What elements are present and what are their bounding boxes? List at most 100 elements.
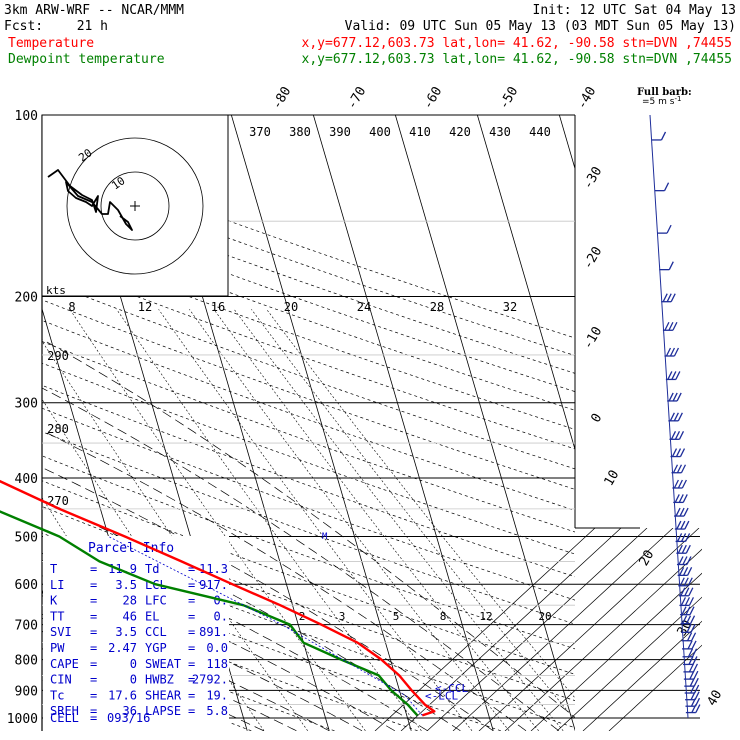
parcel-value: 0: [130, 673, 137, 687]
moist-adiabat: [42, 499, 461, 731]
sounding-profiles: <-CCL<-LCL M: [0, 479, 468, 717]
mixing-ratio-label: 24: [357, 300, 371, 314]
dewpoint-line: [0, 510, 419, 717]
extension-line: [530, 572, 702, 731]
wind-barb-flag: [670, 293, 676, 302]
parcel-label: CAPE: [50, 657, 79, 671]
parcel-label: SVI: [50, 625, 72, 639]
parcel-equals: =: [90, 641, 97, 655]
extension-line: [426, 528, 648, 731]
parcel-value: 0.0: [206, 641, 228, 655]
parcel-equals: =: [188, 673, 195, 687]
wind-barb-flag: [676, 520, 682, 530]
mixing-ratio-label: 5: [393, 610, 400, 623]
mixing-ratio-label: 16: [211, 300, 225, 314]
hodograph-units: kts: [46, 284, 66, 297]
barb-staff-guide: [649, 114, 689, 719]
wind-barb-flag: [679, 567, 685, 576]
parcel-label: Td: [145, 562, 159, 576]
parcel-value: 36: [123, 704, 137, 718]
pressure-label: 1000: [7, 712, 38, 727]
parcel-value: 17.6: [108, 688, 137, 702]
wind-barb-flag: [669, 412, 675, 422]
wind-barb-flag: [682, 556, 688, 565]
parcel-value: 46: [123, 609, 137, 623]
pressure-label: 500: [15, 530, 38, 545]
parcel-label: CIN: [50, 673, 72, 687]
mixing-ratio-label: 8: [440, 610, 447, 623]
dewpoint-location: x,y=677.12,603.73 lat,lon= 41.62, -90.58…: [302, 52, 732, 67]
wind-barb-flag: [679, 448, 686, 457]
wind-barb-flag: [676, 392, 682, 402]
parcel-value: 5.8: [206, 704, 228, 718]
isotherm-label: 20: [637, 548, 658, 569]
wind-barb-flag: [687, 567, 693, 576]
wind-barb-flag: [691, 704, 697, 713]
wind-legend-prefix: =: [642, 97, 650, 107]
parcel-value: 093/16: [107, 711, 150, 725]
dry-adiabat: [42, 431, 575, 625]
temperature-legend: Temperature: [8, 36, 94, 51]
mixing-ratio-label: 12: [138, 300, 152, 314]
mixing-ratio-line: [251, 309, 575, 721]
wind-barb-flag: [688, 597, 695, 606]
wind-barb-flag: [688, 587, 694, 597]
parcel-label: CCL: [145, 625, 167, 639]
wind-barb-flag: [670, 431, 677, 440]
mixing-ratio-label: 3: [339, 610, 346, 623]
wind-barb-flag: [682, 494, 688, 503]
theta-label: 370: [249, 125, 271, 139]
extension-line: [452, 528, 674, 731]
parcel-label: SHEAR: [145, 688, 182, 702]
forecast-hours: 21 h: [77, 19, 108, 34]
dry-adiabat: [42, 455, 575, 650]
mixing-ratio-line: [233, 309, 564, 731]
isotherm-label: 40: [705, 688, 726, 709]
wind-barbs: [649, 114, 701, 719]
hodograph-ring-label: 10: [109, 174, 127, 192]
isotherm-label: -10: [581, 324, 606, 352]
wind-barb-flag: [666, 293, 672, 302]
wind-legend-title: Full barb:: [637, 87, 692, 98]
wind-barb-flag: [677, 412, 683, 422]
wind-barb-flag: [689, 670, 695, 680]
parcel-equals: =: [188, 578, 195, 592]
wind-barb-flag: [671, 448, 678, 457]
hodograph-trace: [47, 169, 133, 231]
lcl-marker: <-LCL: [425, 689, 458, 702]
wind-barb-flag: [686, 632, 693, 642]
wind-legend-value: =5 m s-1: [642, 95, 681, 107]
theta-label: 390: [329, 125, 351, 139]
isotherm-label: -50: [497, 84, 522, 112]
init-time: Init: 12 UTC Sat 04 May 13: [533, 3, 737, 18]
parcel-equals: =: [188, 641, 195, 655]
pressure-label: 100: [15, 109, 38, 124]
hodograph-ring: [100, 171, 170, 241]
parcel-label: TT: [50, 609, 64, 623]
wind-barb-flag: [681, 479, 687, 489]
extension-line: [400, 528, 622, 731]
wind-barb-flag: [684, 587, 690, 597]
wind-barb-flag: [690, 684, 696, 694]
wind-barb-flag: [686, 556, 692, 565]
parcel-equals: =: [90, 609, 97, 623]
wind-barb-flag: [686, 624, 692, 633]
isotherm-line: [0, 87, 1, 730]
dry-adiabat: [42, 480, 575, 675]
wind-barb-flag: [691, 648, 698, 658]
parcel-value: 3.5: [115, 578, 137, 592]
parcel-equals: =: [188, 594, 195, 608]
parcel-value: 917.: [199, 578, 228, 592]
isotherm-line: [312, 115, 494, 731]
wind-barb-flag: [677, 544, 683, 554]
wind-barb-flag: [680, 520, 686, 530]
wind-barb-flag: [688, 656, 694, 665]
moist-adiabat: [42, 595, 330, 731]
wind-barb-flag: [680, 464, 687, 474]
isotherm-line: [476, 115, 575, 451]
moist-adiabat: [42, 387, 560, 731]
parcel-equals: =: [188, 609, 195, 623]
wind-barb-flag: [689, 677, 695, 687]
wind-barb-flag: [672, 321, 678, 331]
wind-barb-flag: [689, 606, 695, 615]
